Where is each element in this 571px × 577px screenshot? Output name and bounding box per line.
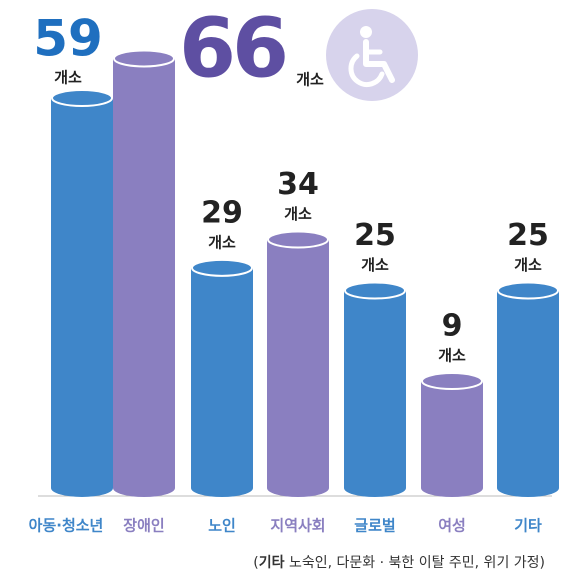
cylinder — [421, 381, 483, 497]
cylinder-top — [421, 372, 483, 391]
value-label: 66 — [179, 1, 285, 96]
cylinder-top — [51, 89, 113, 108]
footnote: (기타 노숙인, 다문화 · 북한 이탈 주민, 위기 가정) — [253, 555, 545, 571]
unit-label: 개소 — [54, 69, 82, 87]
cylinder — [267, 239, 329, 497]
note-text: 노숙인, 다문화 · 북한 이탈 주민, 위기 가정) — [285, 555, 546, 571]
unit-label: 개소 — [514, 256, 542, 274]
unit-label: 개소 — [438, 347, 466, 365]
cylinder-top — [267, 230, 329, 249]
cylinder — [51, 98, 113, 497]
wheelchair-icon — [326, 9, 418, 101]
cylinder-top — [497, 281, 559, 300]
cylinder — [497, 290, 559, 497]
category-label: 아동·청소년 — [29, 517, 104, 535]
note-label: 기타 — [259, 555, 285, 571]
cylinder — [113, 58, 175, 497]
cylinder — [191, 267, 253, 497]
value-label: 25 — [507, 218, 549, 253]
cylinder — [344, 290, 406, 497]
category-label: 글로벌 — [354, 517, 395, 535]
cylinder-top — [344, 281, 406, 300]
category-label: 장애인 — [123, 517, 164, 535]
value-label: 34 — [277, 167, 319, 202]
cylinder-top — [191, 258, 253, 277]
value-label: 59 — [33, 10, 103, 68]
unit-label: 개소 — [361, 256, 389, 274]
unit-label: 개소 — [208, 233, 236, 251]
value-label: 29 — [201, 195, 243, 230]
cylinder-top — [113, 49, 175, 68]
unit-label: 개소 — [284, 205, 312, 223]
value-label: 9 — [442, 309, 463, 344]
unit-label: 개소 — [296, 71, 324, 89]
category-label: 여성 — [438, 517, 466, 535]
note-open: ( — [253, 555, 258, 571]
category-label: 지역사회 — [270, 517, 325, 535]
value-label: 25 — [354, 218, 396, 253]
category-label: 노인 — [208, 517, 236, 535]
category-label: 기타 — [514, 517, 542, 535]
